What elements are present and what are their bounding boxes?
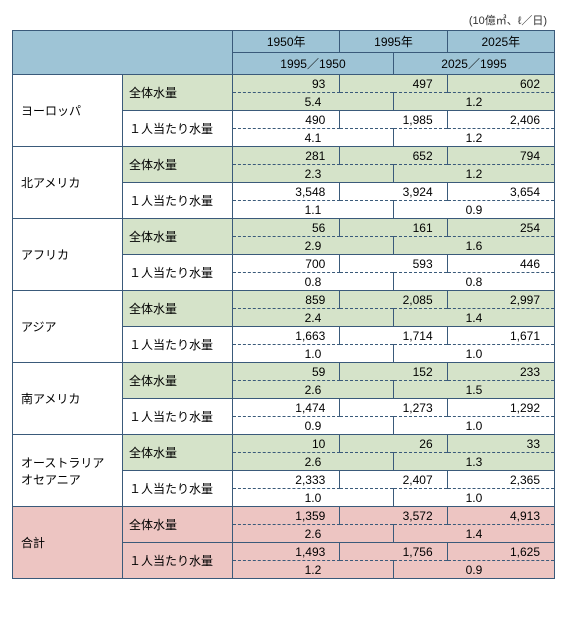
region-name: 南アメリカ xyxy=(13,363,123,435)
ratio-value: 1.1 xyxy=(233,201,394,219)
year-value: 497 xyxy=(340,75,447,93)
year-value: 233 xyxy=(447,363,554,381)
year-value: 2,085 xyxy=(340,291,447,309)
ratio-value: 1.2 xyxy=(393,165,554,183)
region-name: アフリカ xyxy=(13,219,123,291)
region-name: アジア xyxy=(13,291,123,363)
region-name: 合計 xyxy=(13,507,123,579)
year-value: 700 xyxy=(233,255,340,273)
ratio-value: 1.4 xyxy=(393,309,554,327)
year-value: 3,572 xyxy=(340,507,447,525)
year-value: 1,292 xyxy=(447,399,554,417)
ratio-value: 1.0 xyxy=(233,489,394,507)
year-value: 2,365 xyxy=(447,471,554,489)
header-year: 2025年 xyxy=(447,31,554,53)
ratio-value: 1.0 xyxy=(393,345,554,363)
region-name: 北アメリカ xyxy=(13,147,123,219)
ratio-value: 1.3 xyxy=(393,453,554,471)
ratio-value: 0.9 xyxy=(393,561,554,579)
ratio-value: 0.8 xyxy=(393,273,554,291)
header-ratio: 1995／1950 xyxy=(233,53,394,75)
ratio-value: 0.9 xyxy=(233,417,394,435)
year-value: 446 xyxy=(447,255,554,273)
ratio-value: 1.0 xyxy=(393,417,554,435)
header-corner xyxy=(13,31,233,75)
year-value: 281 xyxy=(233,147,340,165)
metric-label: １人当たり水量 xyxy=(123,183,233,219)
metric-label: 全体水量 xyxy=(123,75,233,111)
metric-label: １人当たり水量 xyxy=(123,471,233,507)
year-value: 2,406 xyxy=(447,111,554,129)
year-value: 1,625 xyxy=(447,543,554,561)
metric-label: 全体水量 xyxy=(123,291,233,327)
metric-label: 全体水量 xyxy=(123,435,233,471)
unit-label: (10億㎥、ℓ／日) xyxy=(12,12,555,28)
year-value: 3,654 xyxy=(447,183,554,201)
metric-label: １人当たり水量 xyxy=(123,255,233,291)
ratio-value: 1.2 xyxy=(393,129,554,147)
year-value: 593 xyxy=(340,255,447,273)
ratio-value: 1.6 xyxy=(393,237,554,255)
header-ratio: 2025／1995 xyxy=(393,53,554,75)
water-usage-table: 1950年1995年2025年1995／19502025／1995ヨーロッパ全体… xyxy=(12,30,555,579)
year-value: 1,671 xyxy=(447,327,554,345)
ratio-value: 1.0 xyxy=(233,345,394,363)
ratio-value: 2.9 xyxy=(233,237,394,255)
metric-label: １人当たり水量 xyxy=(123,111,233,147)
metric-label: 全体水量 xyxy=(123,507,233,543)
ratio-value: 1.0 xyxy=(393,489,554,507)
year-value: 1,273 xyxy=(340,399,447,417)
year-value: 3,924 xyxy=(340,183,447,201)
metric-label: 全体水量 xyxy=(123,147,233,183)
year-value: 1,474 xyxy=(233,399,340,417)
year-value: 1,985 xyxy=(340,111,447,129)
metric-label: 全体水量 xyxy=(123,363,233,399)
year-value: 1,663 xyxy=(233,327,340,345)
year-value: 2,333 xyxy=(233,471,340,489)
year-value: 2,407 xyxy=(340,471,447,489)
year-value: 93 xyxy=(233,75,340,93)
ratio-value: 0.9 xyxy=(393,201,554,219)
year-value: 59 xyxy=(233,363,340,381)
ratio-value: 4.1 xyxy=(233,129,394,147)
year-value: 1,493 xyxy=(233,543,340,561)
ratio-value: 2.6 xyxy=(233,525,394,543)
ratio-value: 1.2 xyxy=(393,93,554,111)
ratio-value: 1.2 xyxy=(233,561,394,579)
year-value: 1,756 xyxy=(340,543,447,561)
year-value: 10 xyxy=(233,435,340,453)
year-value: 4,913 xyxy=(447,507,554,525)
year-value: 794 xyxy=(447,147,554,165)
header-year: 1995年 xyxy=(340,31,447,53)
year-value: 161 xyxy=(340,219,447,237)
metric-label: 全体水量 xyxy=(123,219,233,255)
year-value: 152 xyxy=(340,363,447,381)
year-value: 2,997 xyxy=(447,291,554,309)
year-value: 56 xyxy=(233,219,340,237)
year-value: 254 xyxy=(447,219,554,237)
ratio-value: 0.8 xyxy=(233,273,394,291)
region-name: ヨーロッパ xyxy=(13,75,123,147)
year-value: 652 xyxy=(340,147,447,165)
metric-label: １人当たり水量 xyxy=(123,399,233,435)
year-value: 1,359 xyxy=(233,507,340,525)
ratio-value: 2.6 xyxy=(233,381,394,399)
year-value: 33 xyxy=(447,435,554,453)
header-year: 1950年 xyxy=(233,31,340,53)
metric-label: １人当たり水量 xyxy=(123,543,233,579)
year-value: 602 xyxy=(447,75,554,93)
year-value: 3,548 xyxy=(233,183,340,201)
metric-label: １人当たり水量 xyxy=(123,327,233,363)
year-value: 859 xyxy=(233,291,340,309)
ratio-value: 2.3 xyxy=(233,165,394,183)
ratio-value: 5.4 xyxy=(233,93,394,111)
ratio-value: 1.5 xyxy=(393,381,554,399)
ratio-value: 2.4 xyxy=(233,309,394,327)
year-value: 26 xyxy=(340,435,447,453)
year-value: 1,714 xyxy=(340,327,447,345)
ratio-value: 2.6 xyxy=(233,453,394,471)
year-value: 490 xyxy=(233,111,340,129)
region-name: オーストラリアオセアニア xyxy=(13,435,123,507)
ratio-value: 1.4 xyxy=(393,525,554,543)
